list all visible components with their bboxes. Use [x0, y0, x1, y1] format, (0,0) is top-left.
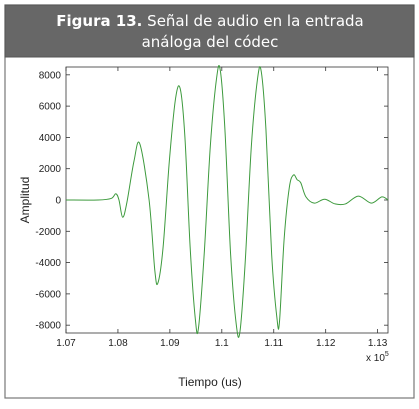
x-tick-label: 1.07	[56, 338, 76, 349]
x-axis-label: Tiempo (us)	[178, 375, 242, 389]
caption-text: Señal de audio en la entrada	[147, 12, 364, 30]
caption: Figura 13. Señal de audio en la entrada …	[4, 4, 415, 58]
signal-line	[65, 65, 389, 338]
x-tick-label: 1.08	[108, 338, 128, 349]
x-tick-label: 1.11	[264, 338, 283, 349]
y-tick-label: -8000	[35, 321, 61, 332]
x-tick-label: 1.09	[160, 338, 180, 349]
x-tick-label: 1.1	[215, 338, 229, 349]
x-tick-label: 1.12	[316, 338, 336, 349]
caption-label: Figura 13.	[56, 12, 142, 30]
y-tick-label: 2000	[39, 164, 62, 175]
y-tick-label: 0	[55, 196, 61, 207]
plot-area	[65, 66, 389, 334]
y-tick-label: 6000	[39, 102, 62, 113]
y-tick-label: 8000	[39, 70, 62, 81]
y-tick-label: -6000	[35, 289, 61, 300]
x-tick-label: 1.13	[368, 338, 388, 349]
x-multiplier-base: x 10	[366, 353, 385, 364]
y-tick-label: -4000	[35, 258, 61, 269]
caption-line: Figura 13. Señal de audio en la entrada	[56, 12, 363, 30]
y-axis-label: Amplitud	[18, 177, 32, 224]
y-tick-label: -2000	[35, 227, 61, 238]
y-tick-label: 4000	[39, 133, 62, 144]
caption-box	[4, 4, 415, 58]
x-multiplier-exponent: 5	[385, 351, 389, 358]
caption-line: análoga del códec	[142, 33, 279, 51]
x-multiplier: x 105	[366, 351, 389, 364]
